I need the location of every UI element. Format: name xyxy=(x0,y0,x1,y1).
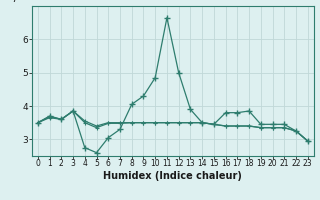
Text: 7: 7 xyxy=(11,0,17,4)
X-axis label: Humidex (Indice chaleur): Humidex (Indice chaleur) xyxy=(103,171,242,181)
